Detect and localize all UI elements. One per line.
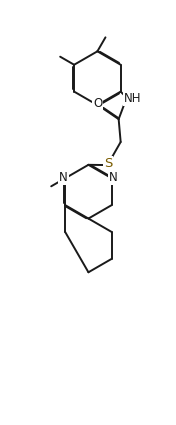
Text: S: S	[104, 157, 112, 170]
Text: NH: NH	[124, 92, 142, 105]
Text: N: N	[109, 171, 118, 184]
Text: N: N	[59, 171, 68, 184]
Text: O: O	[93, 97, 102, 110]
